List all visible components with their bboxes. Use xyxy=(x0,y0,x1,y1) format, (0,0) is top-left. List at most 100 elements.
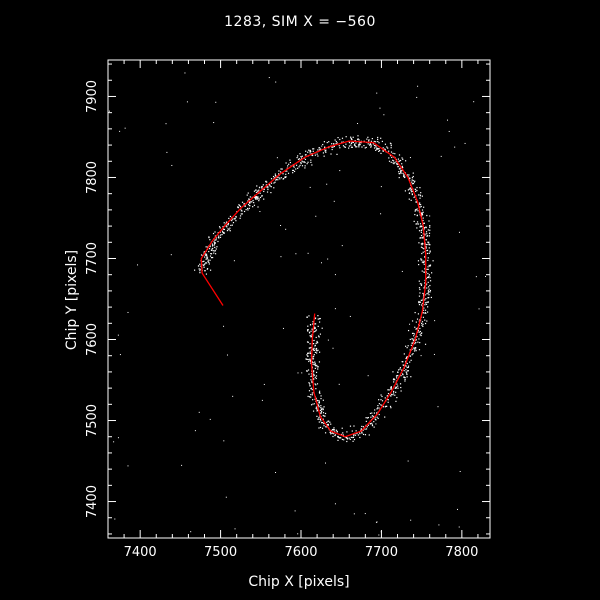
scatter-point xyxy=(421,302,424,305)
scatter-point xyxy=(381,400,384,402)
scatter-point xyxy=(318,401,321,403)
background-point xyxy=(438,524,440,526)
scatter-point xyxy=(258,200,260,202)
scatter-point xyxy=(363,144,365,147)
background-point xyxy=(226,354,228,356)
scatter-point xyxy=(409,187,411,189)
scatter-point xyxy=(223,232,225,234)
scatter-point xyxy=(419,204,422,206)
scatter-point xyxy=(360,429,362,431)
scatter-point xyxy=(277,179,279,181)
background-point xyxy=(295,253,297,255)
scatter-point xyxy=(311,394,313,396)
scatter-point xyxy=(416,214,418,216)
scatter-point xyxy=(396,163,398,166)
scatter-point xyxy=(403,376,405,378)
background-point xyxy=(268,77,270,79)
scatter-point xyxy=(226,229,229,232)
scatter-point xyxy=(356,432,358,435)
scatter-point xyxy=(214,235,217,237)
scatter-point xyxy=(352,141,355,143)
scatter-point xyxy=(418,302,420,304)
scatter-point xyxy=(416,227,418,229)
scatter-point xyxy=(351,146,353,148)
scatter-point xyxy=(214,239,216,241)
scatter-point xyxy=(304,154,307,156)
scatter-point xyxy=(307,355,309,357)
scatter-point xyxy=(315,347,318,350)
scatter-point xyxy=(411,181,413,183)
chart-title: 1283, SIM X = −560 xyxy=(224,14,376,30)
y-tick-label: 7400 xyxy=(85,485,100,518)
scatter-point xyxy=(318,351,321,353)
scatter-point xyxy=(199,270,201,272)
scatter-point xyxy=(342,145,345,147)
scatter-point xyxy=(322,152,325,154)
scatter-point xyxy=(231,219,233,222)
scatter-point xyxy=(316,383,319,385)
scatter-point xyxy=(392,379,395,381)
scatter-point xyxy=(306,354,308,356)
scatter-point xyxy=(426,249,428,252)
scatter-point xyxy=(310,375,312,378)
scatter-point xyxy=(432,260,434,262)
scatter-point xyxy=(397,158,400,160)
scatter-point xyxy=(278,170,280,172)
scatter-point xyxy=(401,369,403,371)
scatter-point xyxy=(209,245,211,247)
scatter-point xyxy=(412,353,414,355)
scatter-point xyxy=(308,390,311,392)
background-point xyxy=(420,355,422,357)
scatter-point xyxy=(316,366,318,368)
scatter-point xyxy=(239,205,242,208)
scatter-point xyxy=(307,325,309,327)
scatter-point xyxy=(427,241,429,243)
scatter-point xyxy=(419,197,421,199)
scatter-point xyxy=(404,378,406,381)
scatter-point xyxy=(426,249,429,251)
scatter-point xyxy=(348,142,351,144)
scatter-point xyxy=(254,196,256,198)
scatter-point xyxy=(300,162,302,165)
scatter-point xyxy=(426,252,429,255)
scatter-point xyxy=(420,225,423,227)
scatter-point xyxy=(207,259,209,261)
scatter-point xyxy=(336,431,338,433)
scatter-point xyxy=(423,271,425,273)
scatter-point xyxy=(318,149,321,151)
scatter-point xyxy=(376,416,378,418)
scatter-point xyxy=(429,250,431,252)
scatter-point xyxy=(339,147,341,149)
scatter-point xyxy=(315,377,317,380)
scatter-point xyxy=(320,148,322,150)
scatter-point xyxy=(312,358,314,360)
scatter-point xyxy=(414,210,416,212)
scatter-point xyxy=(237,206,239,208)
scatter-point xyxy=(309,358,311,360)
background-point xyxy=(407,460,409,462)
x-tick-label: 7500 xyxy=(204,545,237,560)
scatter-point xyxy=(403,364,405,366)
scatter-point xyxy=(395,387,397,389)
background-point xyxy=(223,440,225,442)
scatter-point xyxy=(305,150,307,152)
scatter-point xyxy=(394,153,396,155)
scatter-point xyxy=(309,150,311,152)
scatter-point xyxy=(214,231,216,233)
scatter-point xyxy=(427,229,429,231)
scatter-point xyxy=(361,146,363,148)
scatter-point xyxy=(370,145,372,147)
scatter-point xyxy=(266,191,269,193)
scatter-point xyxy=(425,312,427,314)
scatter-point xyxy=(320,408,322,410)
scatter-point xyxy=(349,425,352,427)
scatter-point xyxy=(350,137,352,140)
scatter-point xyxy=(348,147,350,149)
scatter-point xyxy=(310,346,312,349)
scatter-point xyxy=(307,161,309,163)
scatter-point xyxy=(205,254,208,256)
background-point xyxy=(171,164,173,166)
scatter-point xyxy=(311,389,313,391)
scatter-point xyxy=(200,265,202,267)
scatter-point xyxy=(254,197,256,199)
